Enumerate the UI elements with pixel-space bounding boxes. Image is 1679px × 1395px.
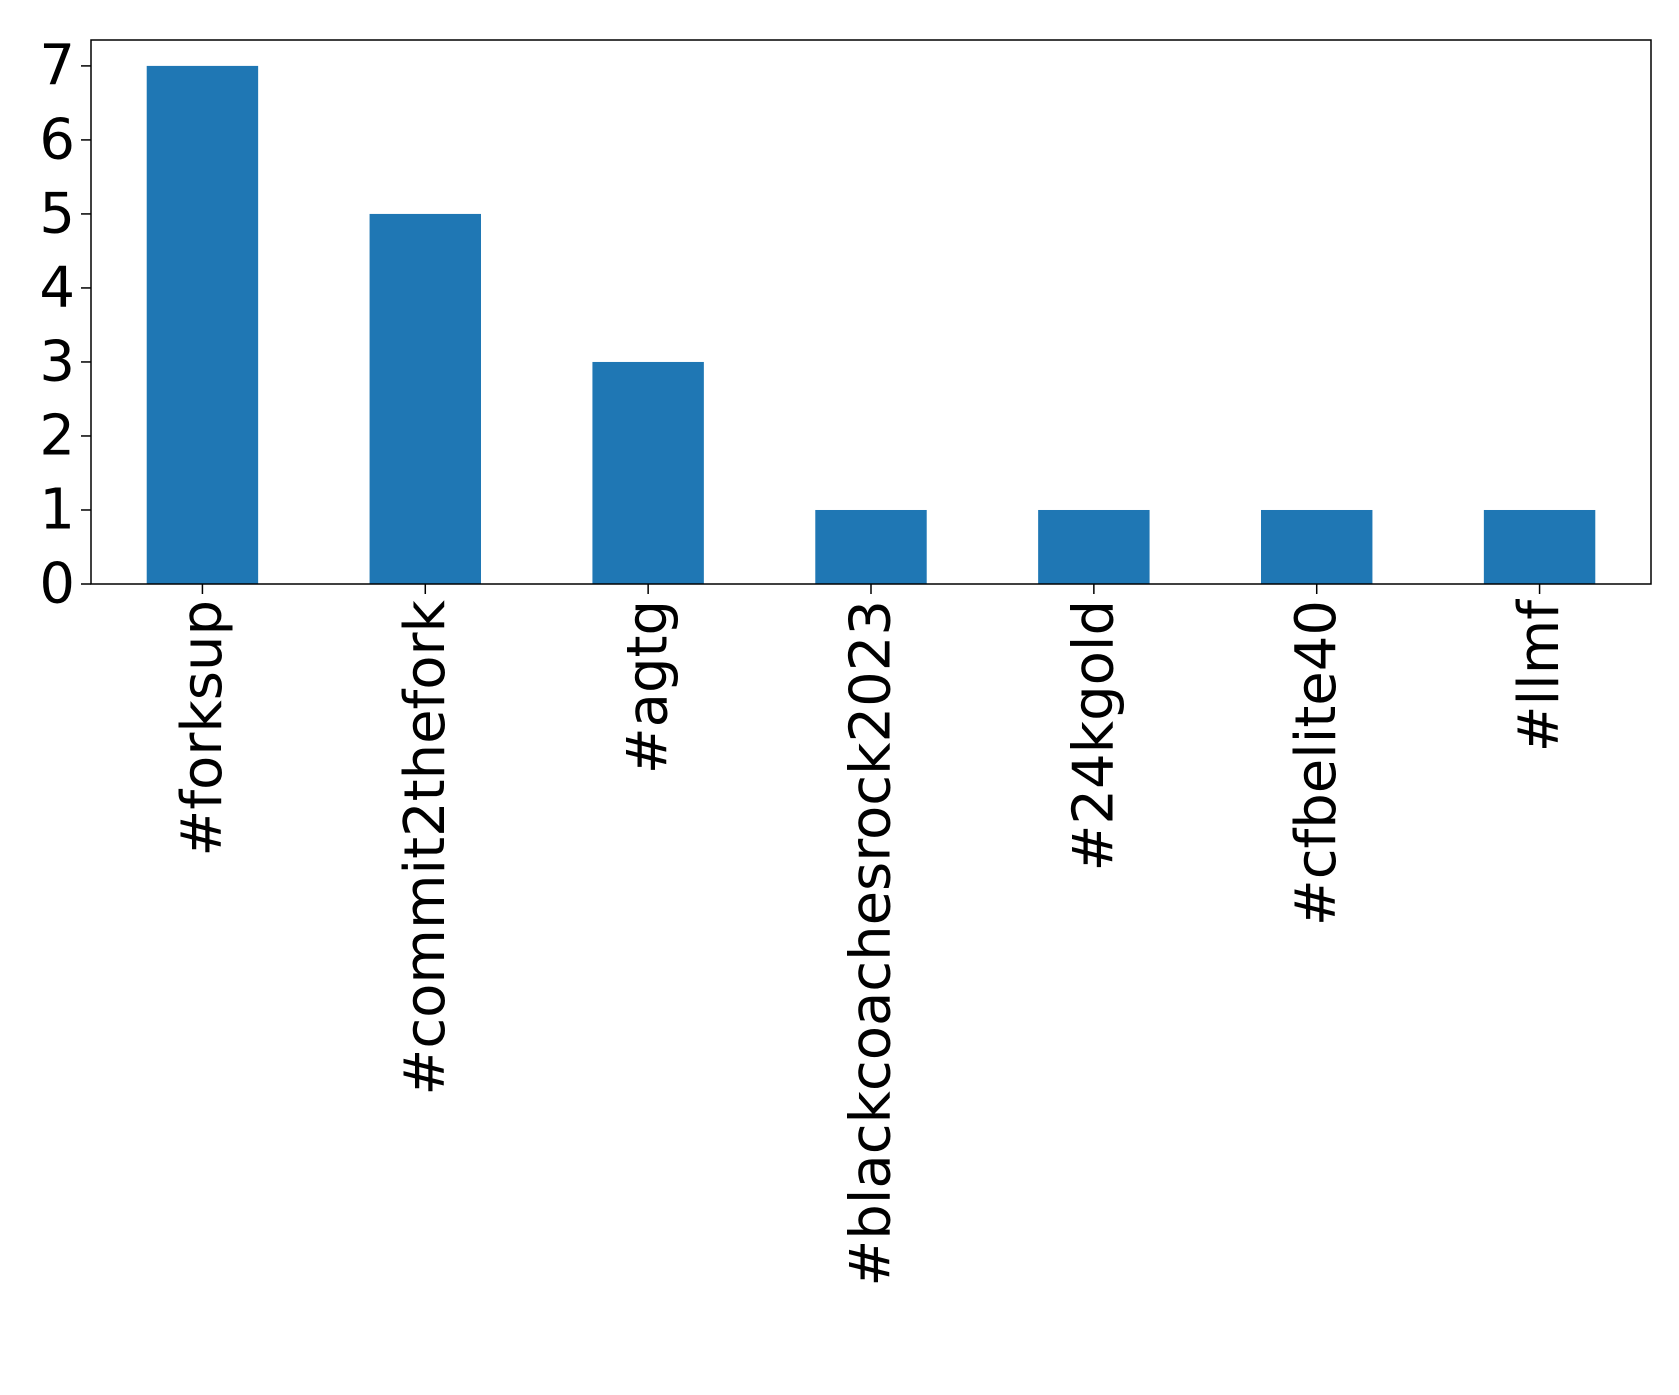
x-tick-label: #agtg (616, 600, 681, 774)
x-tick-label: #cfbelite40 (1284, 600, 1349, 926)
bar-forksup (146, 65, 259, 584)
bar-llmf (1483, 509, 1596, 584)
y-tick-label: 3 (39, 329, 75, 394)
x-tick-label: #llmf (1507, 599, 1572, 753)
y-axis: 0 1 2 3 4 5 6 7 (39, 33, 91, 617)
bar-agtg (592, 361, 704, 584)
x-tick-label: #blackcoachesrock2023 (839, 600, 904, 1287)
bar-commit2thefork (369, 213, 481, 584)
y-tick-label: 7 (39, 33, 75, 98)
y-tick-label: 1 (39, 477, 75, 542)
plot-frame (90, 39, 1652, 585)
x-tick-label: #24kgold (1061, 600, 1126, 872)
bars-group (146, 65, 1596, 584)
y-tick-label: 6 (39, 107, 75, 172)
x-axis: #forksup #commit2thefork #agtg #blackcoache… (170, 584, 1572, 1287)
bar-blackcoachesrock2023 (815, 509, 927, 584)
y-tick-label: 5 (39, 181, 75, 246)
bar-cfbelite40 (1261, 509, 1373, 584)
x-tick-label: #commit2thefork (393, 599, 458, 1095)
y-tick-label: 2 (39, 403, 75, 468)
y-tick-label: 0 (39, 552, 75, 617)
x-tick-label: #forksup (170, 600, 235, 857)
bar-24kgold (1038, 509, 1150, 584)
y-tick-label: 4 (39, 255, 75, 320)
